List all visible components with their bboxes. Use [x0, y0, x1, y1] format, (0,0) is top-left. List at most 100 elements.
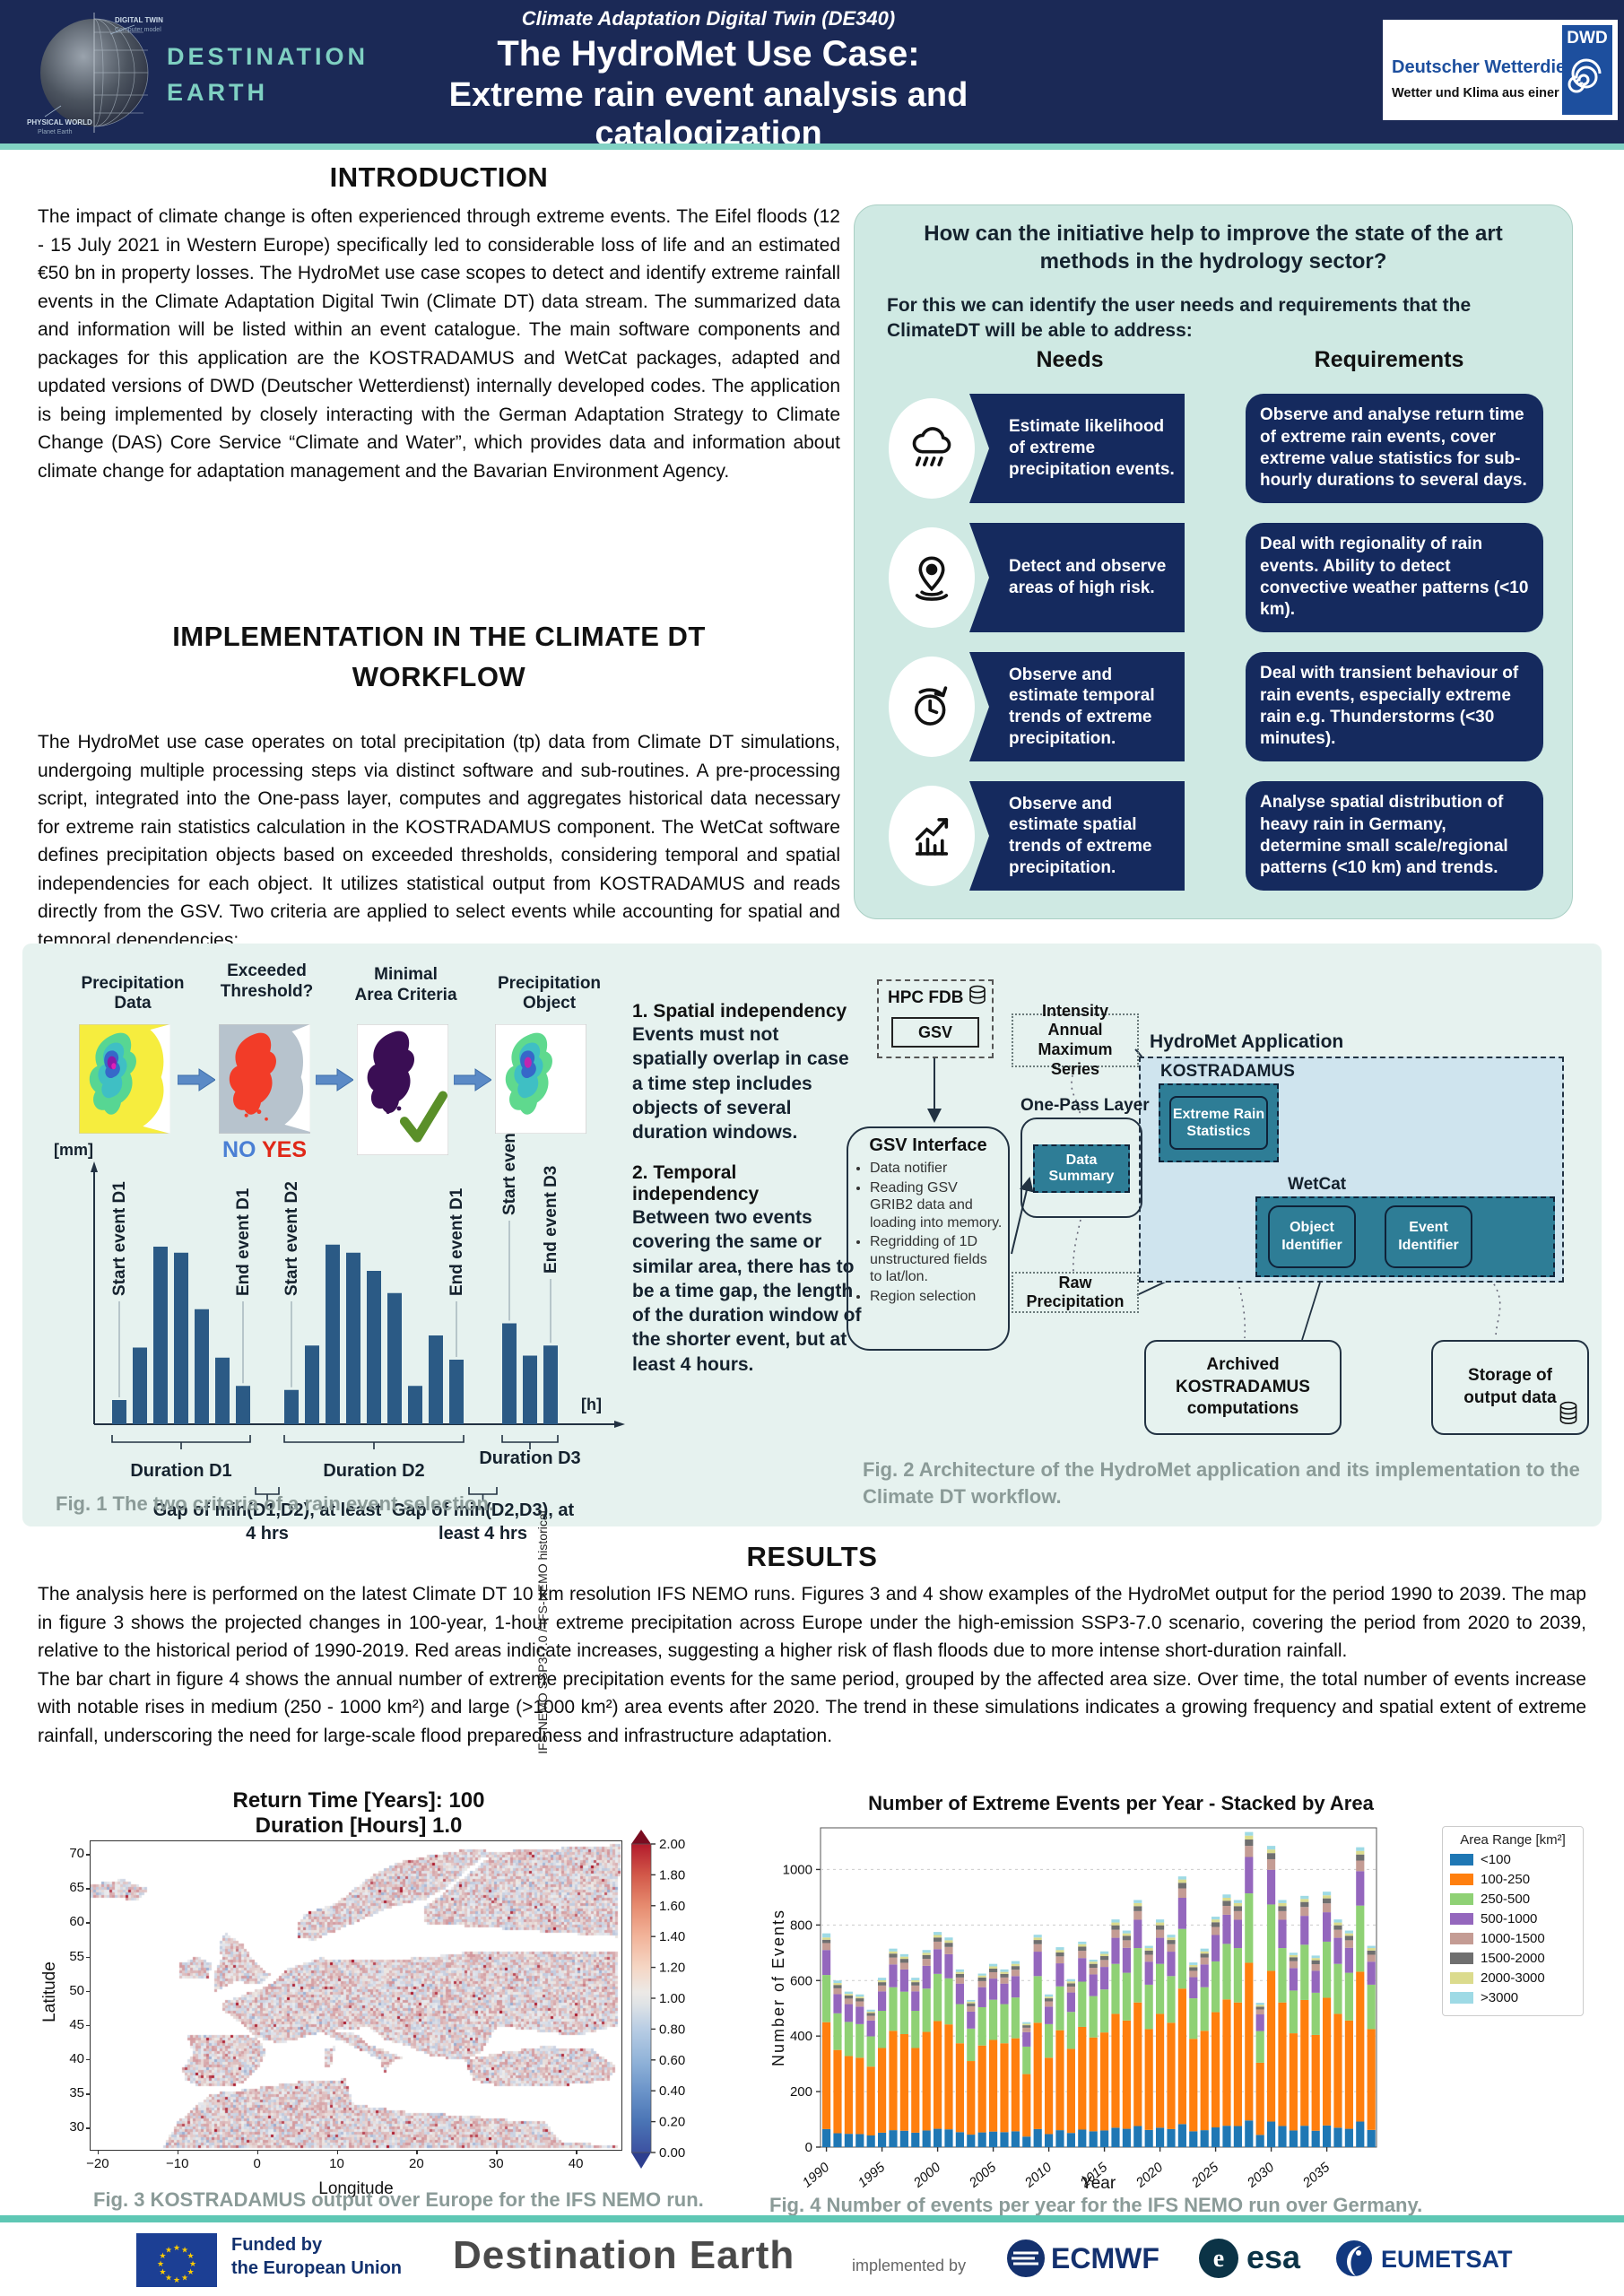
bar-segment	[1111, 1919, 1119, 1922]
bar-segment	[1345, 1940, 1353, 1947]
bar-segment	[1267, 2122, 1275, 2147]
bar-segment	[1034, 1944, 1042, 1952]
bar-segment	[1167, 1976, 1175, 2022]
requirement-box: Analyse spatial distribution of heavy ra…	[1246, 781, 1543, 891]
bar-segment	[1256, 2031, 1264, 2063]
bar-segment	[1022, 2047, 1030, 2074]
bar-segment	[833, 1994, 841, 2013]
svg-text:Start event D1: Start event D1	[110, 1181, 129, 1296]
bar-segment	[1211, 1917, 1220, 1919]
bar-segment	[1300, 1907, 1308, 1916]
bar-segment	[911, 1986, 919, 1992]
intro-body: The impact of climate change is often ex…	[38, 203, 840, 579]
fig3-title-line2: Duration [Hours] 1.0	[108, 1813, 610, 1839]
legend-item: 1500-2000	[1450, 1951, 1576, 1966]
bar-segment	[1133, 2126, 1142, 2147]
bar-segment	[1145, 1961, 1153, 1985]
bar-segment	[1078, 2027, 1086, 2130]
dwd-abbr: DWD	[1562, 29, 1612, 48]
implemented-by-label: implemented by	[852, 2257, 966, 2275]
poster-page: DIGITAL TWIN Computer model PHYSICAL WOR…	[0, 0, 1624, 2296]
bar-segment	[1111, 2127, 1119, 2147]
bar-segment	[911, 2011, 919, 2048]
bar-segment	[878, 1980, 886, 1982]
bar-segment	[1012, 1964, 1020, 1966]
bar-segment	[1123, 2129, 1131, 2147]
requirement-box: Deal with transient behaviour of rain ev…	[1246, 652, 1543, 761]
bar-segment	[1333, 1919, 1342, 1922]
header-accent-line	[0, 144, 1624, 150]
bar-segment	[1178, 1898, 1186, 1929]
bar-segment	[1156, 1923, 1164, 1926]
bar-segment	[1000, 1978, 1008, 1984]
fig4-caption: Fig. 4 Number of events per year for the…	[769, 2194, 1422, 2217]
svg-text:Year: Year	[1081, 2174, 1116, 2193]
need-text: Estimate likelihood of extreme precipita…	[969, 409, 1185, 487]
bar-segment	[1300, 1916, 1308, 1944]
bar-segment	[1211, 2127, 1220, 2147]
fig3-ylabel: Latitude	[40, 1956, 60, 2028]
legend-swatch	[1450, 1992, 1473, 2004]
legend-swatch	[1450, 1854, 1473, 1866]
bar-segment	[1178, 1883, 1186, 1888]
bar-segment	[1100, 1956, 1108, 1960]
legend-item: <100	[1450, 1852, 1576, 1867]
legend-label: 250-500	[1481, 1892, 1530, 1907]
destination-earth-wordmark: Destination Earth	[453, 2233, 795, 2278]
bar-segment	[1100, 1954, 1108, 1956]
bar-segment	[1067, 1981, 1075, 1983]
bar-segment	[1090, 1968, 1098, 1974]
bar-segment	[1290, 1952, 1298, 1954]
bar-segment	[989, 2000, 997, 2040]
gsv-interface-bullets: Data notifierReading GSV GRIB2 data and …	[852, 1160, 1003, 1305]
need-text: Observe and estimate spatial trends of e…	[969, 787, 1185, 886]
fig3-title: Return Time [Years]: 100 Duration [Hours…	[108, 1788, 610, 1839]
bar-segment	[1100, 1967, 1108, 1989]
bar-segment	[1167, 2022, 1175, 2129]
bar-segment	[1211, 1961, 1220, 2013]
bar-segment	[1290, 1961, 1298, 1969]
requirement-box: Deal with regionality of rain events. Ab…	[1246, 523, 1543, 632]
need-text: Detect and observe areas of high risk.	[969, 549, 1185, 606]
bar-segment	[1090, 1974, 1098, 1996]
bar-segment	[1333, 1938, 1342, 1964]
bar-segment	[989, 2040, 997, 2132]
bar-segment	[1055, 1950, 1064, 1952]
fig1-no-yes: NO YES	[219, 1137, 310, 1163]
bar-segment	[1178, 1929, 1186, 1989]
bar-segment	[944, 2024, 952, 2129]
bar-segment	[923, 2032, 931, 2131]
need-box: Detect and observe areas of high risk.	[969, 523, 1185, 632]
bar-segment	[967, 2135, 975, 2147]
bar-segment	[1000, 2005, 1008, 2044]
bar-segment	[1245, 1857, 1253, 1894]
fig3-y-tickmark	[86, 1957, 91, 1959]
svg-text:2020: 2020	[1133, 2160, 1167, 2192]
bar-segment	[1022, 2032, 1030, 2047]
bar-segment	[1256, 2014, 1264, 2031]
bar-segment	[1278, 1911, 1286, 1920]
svg-text:End event D1: End event D1	[234, 1187, 253, 1296]
fig3-x-tickmark	[257, 2150, 259, 2154]
bar-segment	[833, 2134, 841, 2147]
bar-segment	[1090, 2131, 1098, 2147]
bar-segment	[1201, 1987, 1209, 2031]
bar-segment	[1067, 1979, 1075, 1981]
fig3-y-tick: 35	[50, 2085, 84, 2100]
bar-segment	[1045, 2057, 1053, 2134]
bar-segment	[967, 2012, 975, 2029]
bar-segment	[1145, 1985, 1153, 2030]
fig3-x-tickmark	[178, 2150, 179, 2154]
bar-segment	[1234, 2003, 1242, 2126]
bar-segment	[1000, 1970, 1008, 1972]
bar-segment	[1356, 1906, 1364, 1972]
bar-segment	[1256, 2063, 1264, 2135]
fig3-y-tick: 30	[50, 2119, 84, 2135]
bar-segment	[1201, 1952, 1209, 1953]
bar-segment	[1111, 1926, 1119, 1930]
gsv-bullet: Region selection	[870, 1288, 1003, 1306]
svg-text:400: 400	[790, 2029, 812, 2044]
bar-segment	[1090, 1960, 1098, 1961]
bar-segment	[1133, 2003, 1142, 2126]
bar-segment	[934, 1937, 942, 1942]
